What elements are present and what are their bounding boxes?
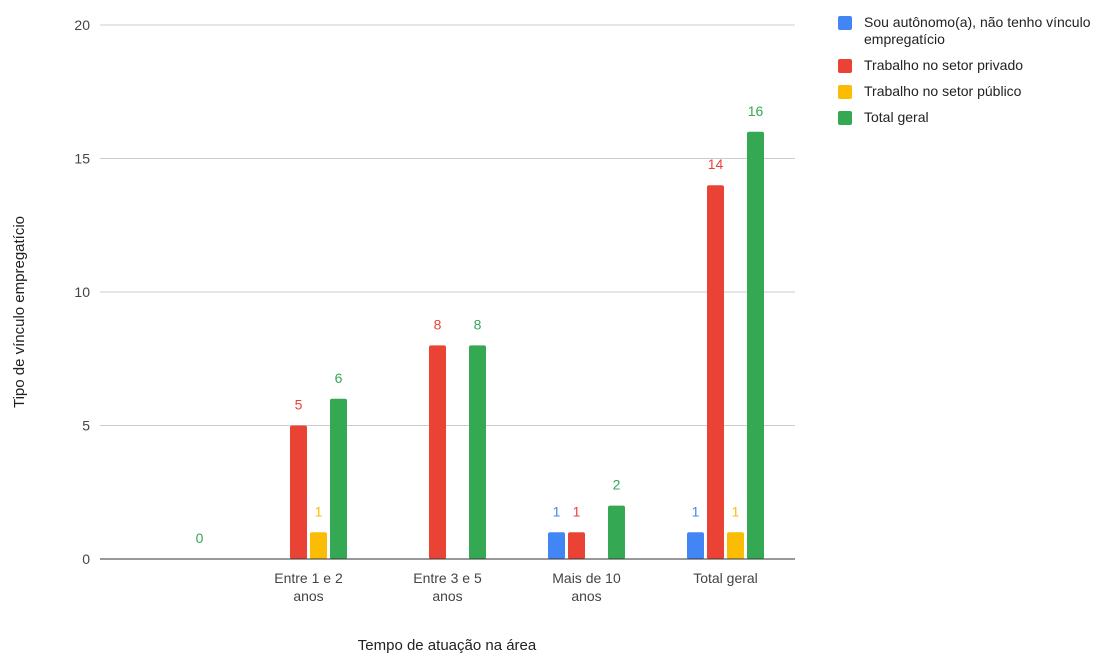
data-label: 8 xyxy=(434,316,442,332)
x-tick-label: Mais de 10 anos xyxy=(552,570,621,604)
legend-label: Trabalho no setor privado xyxy=(864,57,1024,73)
y-tick-label: 15 xyxy=(74,151,90,167)
data-label: 1 xyxy=(553,503,561,519)
x-tick-label: Entre 3 e 5 anos xyxy=(413,570,482,604)
data-label: 16 xyxy=(748,103,764,119)
legend-swatch xyxy=(838,111,852,125)
legend-item: Trabalho no setor público xyxy=(838,83,1100,100)
legend-label: Sou autônomo(a), não tenho vínculo empre… xyxy=(864,14,1091,47)
data-label: 1 xyxy=(692,503,700,519)
y-tick-label: 20 xyxy=(74,17,90,33)
bar xyxy=(310,532,327,559)
bar xyxy=(747,131,764,560)
legend-label: Trabalho no setor público xyxy=(864,83,1022,99)
legend: Sou autônomo(a), não tenho vínculo empre… xyxy=(838,14,1100,135)
legend-item: Sou autônomo(a), não tenho vínculo empre… xyxy=(838,14,1100,48)
data-label: 5 xyxy=(295,397,303,413)
gridlines xyxy=(100,24,795,426)
bar xyxy=(290,425,307,559)
data-label: 1 xyxy=(315,503,323,519)
y-tick-label: 10 xyxy=(74,284,90,300)
bar xyxy=(330,398,347,559)
bar xyxy=(469,345,486,559)
legend-item: Trabalho no setor privado xyxy=(838,57,1100,74)
data-label: 6 xyxy=(335,370,343,386)
x-axis-ticks: Entre 1 e 2 anos Entre 3 e 5 anos Mais de 10… xyxy=(274,570,758,604)
y-axis-ticks: 0 5 10 15 20 xyxy=(74,17,90,567)
legend-swatch xyxy=(838,16,852,30)
x-tick-label: Total geral xyxy=(693,570,758,586)
y-tick-label: 5 xyxy=(82,418,90,434)
data-label: 1 xyxy=(573,503,581,519)
legend-swatch xyxy=(838,59,852,73)
x-axis-title: Tempo de atuação na área xyxy=(358,637,537,654)
legend-label: Total geral xyxy=(864,109,929,125)
legend-item: Total geral xyxy=(838,109,1100,126)
bar xyxy=(608,505,625,559)
data-label: 2 xyxy=(613,477,621,493)
data-label: 1 xyxy=(732,503,740,519)
legend-swatch xyxy=(838,85,852,99)
bar xyxy=(687,532,704,559)
bar xyxy=(548,532,565,559)
y-tick-label: 0 xyxy=(82,551,90,567)
data-label: 14 xyxy=(708,156,724,172)
data-label: 8 xyxy=(474,316,482,332)
y-axis-title: Tipo de vínculo empregatício xyxy=(11,216,28,408)
data-label: 0 xyxy=(196,530,204,546)
bar xyxy=(707,185,724,559)
bar xyxy=(727,532,744,559)
x-tick-label: Entre 1 e 2 anos xyxy=(274,570,343,604)
bar xyxy=(429,345,446,559)
bar xyxy=(568,532,585,559)
bars xyxy=(290,131,764,560)
